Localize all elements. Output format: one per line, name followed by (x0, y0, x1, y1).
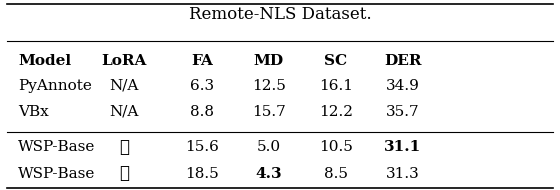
Text: VBx: VBx (18, 105, 49, 119)
Text: 15.7: 15.7 (252, 105, 286, 119)
Text: DER: DER (384, 54, 421, 68)
Text: 8.5: 8.5 (324, 167, 348, 181)
Text: 35.7: 35.7 (386, 105, 419, 119)
Text: WSP-Base: WSP-Base (18, 140, 96, 154)
Text: SC: SC (324, 54, 347, 68)
Text: 10.5: 10.5 (319, 140, 353, 154)
Text: Remote-NLS Dataset.: Remote-NLS Dataset. (189, 6, 371, 23)
Text: 34.9: 34.9 (386, 79, 419, 93)
Text: 5.0: 5.0 (257, 140, 281, 154)
Text: 12.2: 12.2 (319, 105, 353, 119)
Text: WSP-Base: WSP-Base (18, 167, 96, 181)
Text: 15.6: 15.6 (185, 140, 219, 154)
Text: 31.3: 31.3 (386, 167, 419, 181)
Text: 8.8: 8.8 (190, 105, 214, 119)
Text: 12.5: 12.5 (252, 79, 286, 93)
Text: N/A: N/A (109, 79, 139, 93)
Text: ✓: ✓ (119, 165, 129, 182)
Text: FA: FA (191, 54, 213, 68)
Text: 31.1: 31.1 (384, 140, 421, 154)
Text: ✗: ✗ (119, 139, 129, 156)
Text: PyAnnote: PyAnnote (18, 79, 92, 93)
Text: 18.5: 18.5 (185, 167, 219, 181)
Text: 6.3: 6.3 (190, 79, 214, 93)
Text: 16.1: 16.1 (319, 79, 353, 93)
Text: N/A: N/A (109, 105, 139, 119)
Text: MD: MD (254, 54, 284, 68)
Text: 4.3: 4.3 (255, 167, 282, 181)
Text: Model: Model (18, 54, 71, 68)
Text: LoRA: LoRA (101, 54, 147, 68)
